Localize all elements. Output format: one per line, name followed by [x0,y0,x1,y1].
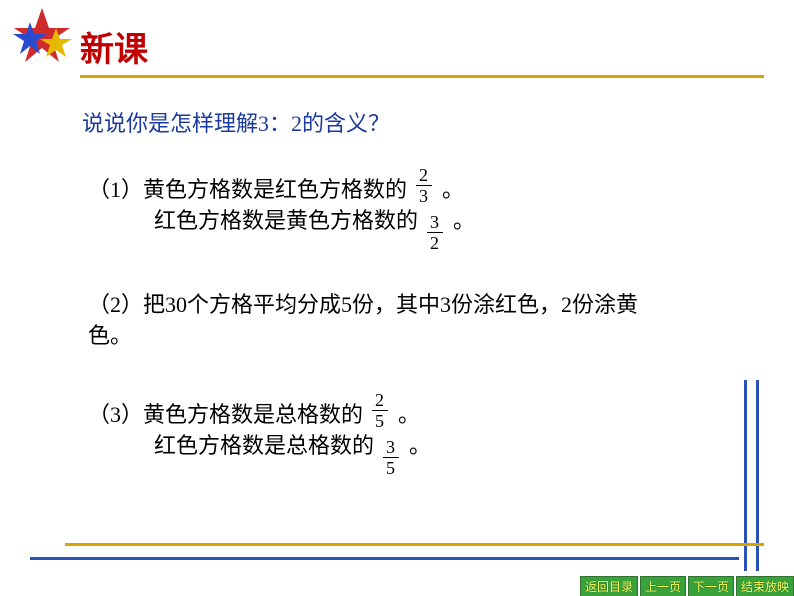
nav-prev-button[interactable]: 上一页 [640,576,686,596]
nav-bar: 返回目录 上一页 下一页 结束放映 [578,576,794,596]
p1-line1-post: 。 [442,177,464,202]
frac-den: 5 [369,412,391,430]
frac-num: 2 [413,166,435,184]
fraction: 3 5 [380,438,402,477]
frac-num: 3 [424,213,446,231]
p3-line2-post: 。 [409,433,431,458]
fraction: 2 3 [413,166,435,205]
p3-line2-pre: 红色方格数是总格数的 [154,433,374,458]
paragraph-3: （3）黄色方格数是总格数的 2 5 。 红色方格数是总格数的 3 5 。 [88,400,431,462]
slide-background: 新课 说说你是怎样理解3：2的含义？ （1）黄色方格数是红色方格数的 2 3 。… [0,0,794,596]
main-question: 说说你是怎样理解3：2的含义？ [82,106,390,138]
frac-den: 2 [424,234,446,252]
title-underline [80,75,764,78]
frac-num: 3 [380,438,402,456]
fraction: 3 2 [424,213,446,252]
star-icon [12,8,72,68]
paragraph-1: （1）黄色方格数是红色方格数的 2 3 。 红色方格数是黄色方格数的 3 2 。 [88,175,475,237]
frac-num: 2 [369,391,391,409]
p1-line1-pre: （1）黄色方格数是红色方格数的 [88,177,407,202]
p3-line1-post: 。 [398,402,420,427]
nav-return-button[interactable]: 返回目录 [580,576,638,596]
p2-text: （2）把30个方格平均分成5份，其中3份涂红色，2份涂黄色。 [88,292,638,348]
page-title: 新课 [80,22,148,71]
fraction: 2 5 [369,391,391,430]
bottom-blue-line [30,557,739,560]
nav-end-button[interactable]: 结束放映 [736,576,794,596]
p1-line2-pre: 红色方格数是黄色方格数的 [154,208,418,233]
bottom-gold-line [65,543,764,546]
frac-den: 3 [413,187,435,205]
p3-line1-pre: （3）黄色方格数是总格数的 [88,402,363,427]
paragraph-2: （2）把30个方格平均分成5份，其中3份涂红色，2份涂黄色。 [88,290,648,352]
p1-line2-post: 。 [453,208,475,233]
nav-next-button[interactable]: 下一页 [688,576,734,596]
frac-den: 5 [380,459,402,477]
